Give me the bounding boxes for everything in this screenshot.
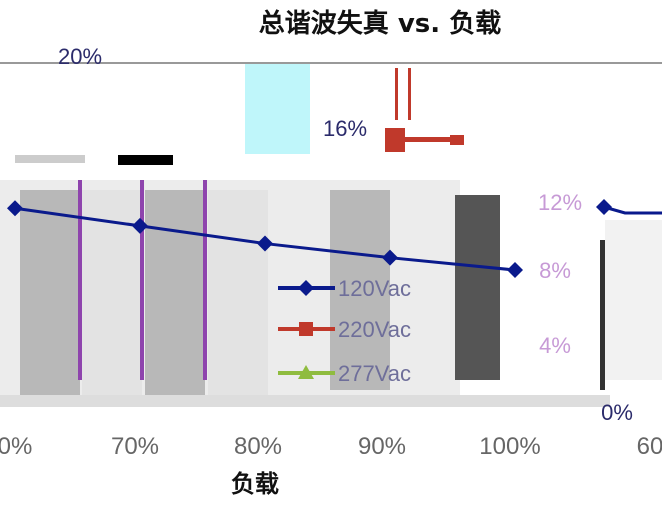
series-group — [7, 199, 662, 279]
x-tick-label: 60 — [637, 433, 662, 460]
x-tick-label: 0% — [0, 433, 32, 460]
legend-marker — [298, 280, 314, 296]
data-point-marker — [596, 199, 612, 215]
y-tick-label: 8% — [539, 258, 571, 283]
legend-label: 277Vac — [338, 361, 411, 386]
legend-marker — [299, 322, 313, 336]
x-axis-label: 负载 — [231, 470, 279, 498]
y-tick-label: 20% — [58, 44, 102, 69]
data-point-marker — [7, 200, 23, 217]
series-line-fragment — [603, 205, 662, 215]
x-tick-labels: 0% 70% 80% 90% 100% 60 — [0, 433, 662, 460]
legend: 120Vac 220Vac 277Vac — [278, 276, 411, 386]
y-tick-labels: 20% 16% 12% 8% 4% 0% — [58, 44, 633, 425]
data-point-marker — [507, 262, 523, 279]
x-tick-label: 80% — [234, 433, 282, 460]
y-tick-label: 4% — [539, 333, 571, 358]
legend-label: 120Vac — [338, 276, 411, 301]
x-tick-label: 100% — [479, 433, 540, 460]
legend-marker — [298, 365, 314, 379]
y-tick-label: 0% — [601, 400, 633, 425]
y-tick-label: 12% — [538, 190, 582, 215]
data-point-marker — [257, 235, 273, 252]
x-tick-label: 70% — [111, 433, 159, 460]
x-tick-label: 90% — [358, 433, 406, 460]
render-artifacts — [0, 60, 662, 480]
data-point-marker — [382, 249, 398, 266]
legend-label: 220Vac — [338, 317, 411, 342]
y-tick-label: 16% — [323, 116, 367, 141]
chart-title: 总谐波失真 vs. 负载 — [259, 9, 501, 39]
data-point-marker — [132, 217, 148, 234]
